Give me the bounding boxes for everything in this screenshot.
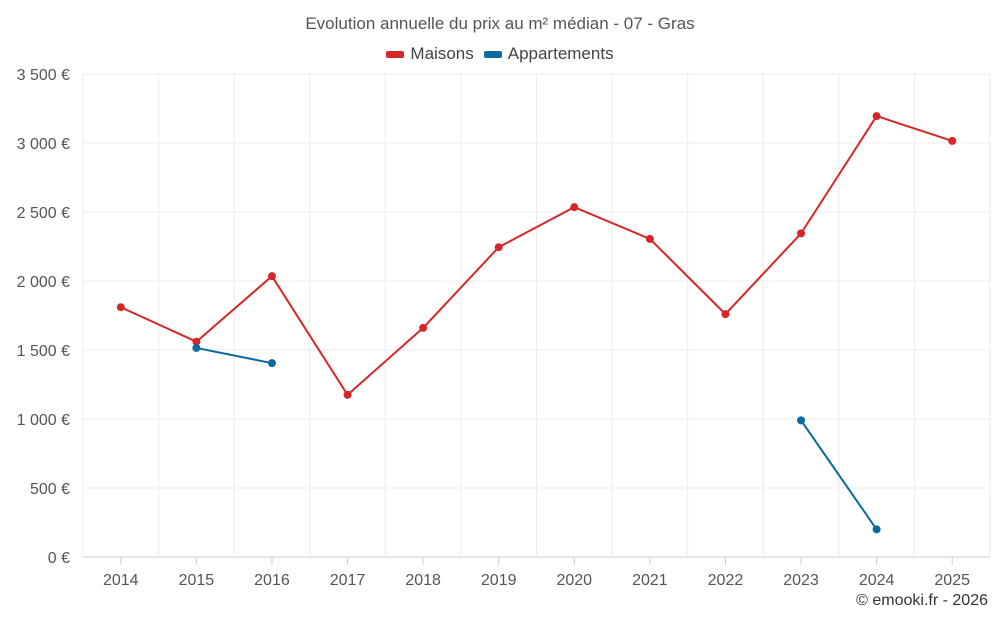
legend-item-maisons[interactable]: Maisons — [386, 44, 474, 64]
data-point-appartements[interactable] — [192, 343, 201, 352]
y-tick-label: 0 € — [48, 550, 70, 567]
data-point-maisons[interactable] — [267, 272, 276, 281]
data-point-maisons[interactable] — [192, 337, 201, 346]
x-tick-label: 2016 — [254, 572, 290, 589]
x-tick-label: 2019 — [481, 572, 517, 589]
series-line-appartements — [196, 346, 273, 365]
data-point-maisons[interactable] — [721, 310, 730, 319]
data-point-maisons[interactable] — [116, 303, 125, 312]
y-axis: 0 € 500 € 1 000 € 1 500 € 2 000 € 2 500 € 3 00… — [17, 67, 70, 567]
data-point-maisons[interactable] — [797, 229, 806, 238]
x-tick-label: 2024 — [859, 572, 895, 589]
legend-label-maisons: Maisons — [410, 44, 474, 63]
legend-item-appartements[interactable]: Appartements — [483, 44, 614, 64]
x-tick-label: 2015 — [179, 572, 215, 589]
x-tick-label: 2014 — [103, 572, 139, 589]
data-point-maisons[interactable] — [645, 234, 654, 243]
x-tick-label: 2020 — [556, 572, 592, 589]
legend: Maisons Appartements — [0, 44, 1000, 64]
x-tick-label: 2018 — [405, 572, 441, 589]
legend-label-appartements: Appartements — [507, 44, 614, 63]
x-tick-label: 2021 — [632, 572, 668, 589]
data-point-maisons[interactable] — [872, 112, 881, 121]
legend-swatch-maisons — [386, 50, 405, 58]
x-axis: 2014 2015 2016 2017 2018 2019 2020 2021 2022 2023… — [103, 557, 970, 589]
y-tick-label: 500 € — [30, 481, 70, 498]
data-point-appartements[interactable] — [797, 416, 806, 425]
x-tick-label: 2022 — [708, 572, 744, 589]
y-tick-label: 1 500 € — [17, 343, 70, 360]
credit-text: © emooki.fr - 2026 — [856, 592, 988, 609]
data-point-maisons[interactable] — [419, 323, 428, 332]
y-tick-label: 2 000 € — [17, 274, 70, 291]
y-tick-label: 1 000 € — [17, 412, 70, 429]
data-point-maisons[interactable] — [494, 243, 503, 252]
data-point-maisons[interactable] — [948, 136, 957, 145]
grid — [82, 73, 991, 558]
series-line-maisons — [120, 115, 953, 396]
legend-swatch-appartements — [483, 50, 502, 58]
x-tick-label: 2023 — [783, 572, 819, 589]
series-layer — [116, 112, 957, 534]
y-tick-label: 3 500 € — [17, 67, 70, 84]
data-point-appartements[interactable] — [267, 359, 276, 368]
x-tick-label: 2025 — [934, 572, 970, 589]
y-tick-label: 2 500 € — [17, 205, 70, 222]
data-point-appartements[interactable] — [872, 525, 881, 534]
series-line-appartements — [800, 419, 878, 530]
x-tick-label: 2017 — [330, 572, 366, 589]
chart-title: Evolution annuelle du prix au m² médian … — [305, 14, 695, 33]
y-tick-label: 3 000 € — [17, 136, 70, 153]
data-point-maisons[interactable] — [343, 390, 352, 399]
data-point-maisons[interactable] — [570, 203, 579, 212]
